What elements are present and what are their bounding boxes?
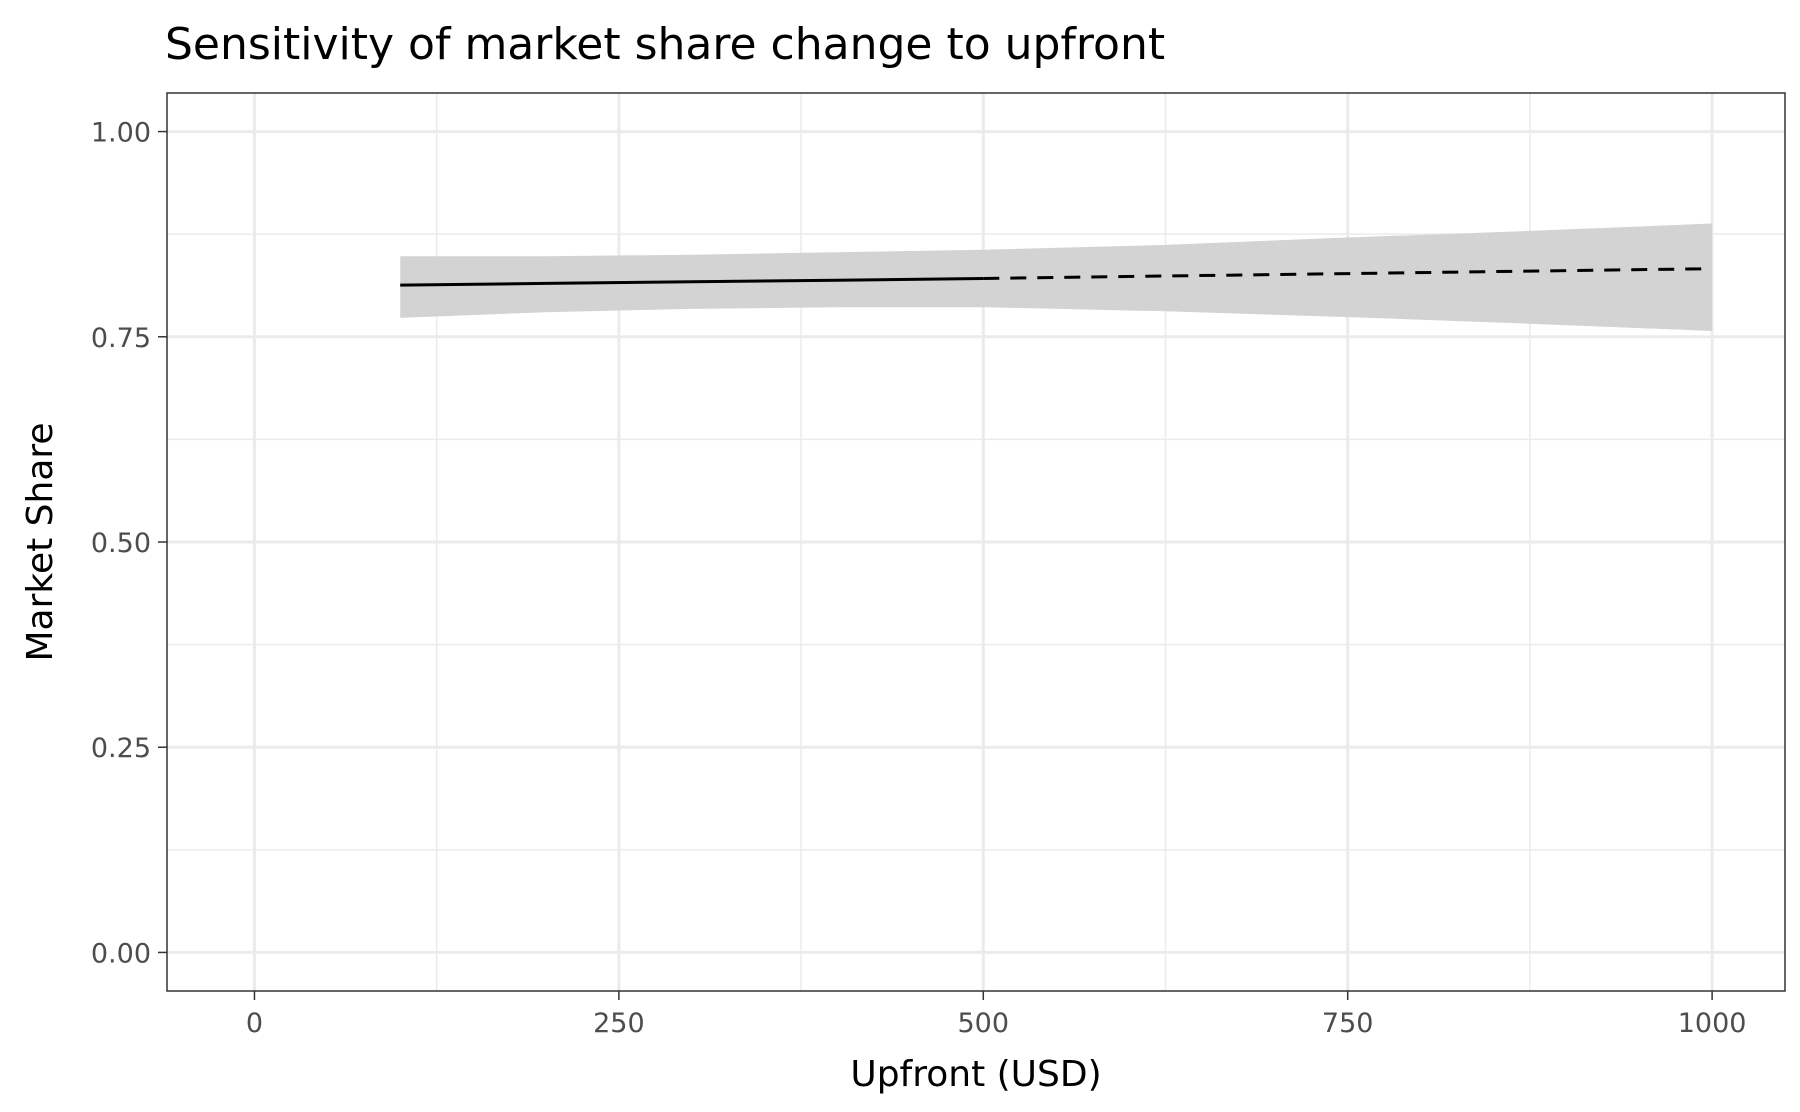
grid-major bbox=[167, 93, 1785, 991]
y-tick-label: 0.50 bbox=[91, 528, 151, 559]
y-tick-label: 0.25 bbox=[91, 733, 151, 764]
x-tick-label: 250 bbox=[593, 1008, 645, 1039]
series-line-solid bbox=[400, 277, 984, 287]
y-tick-label: 1.00 bbox=[91, 118, 151, 149]
x-tick-label: 0 bbox=[246, 1008, 263, 1039]
series-line-dashed bbox=[983, 267, 1713, 280]
x-tick-label: 500 bbox=[958, 1008, 1010, 1039]
y-axis-title: Market Share bbox=[20, 422, 61, 661]
y-tick-label: 0.00 bbox=[91, 938, 151, 969]
y-tick-label: 0.75 bbox=[91, 323, 151, 354]
chart-title: Sensitivity of market share change to up… bbox=[165, 19, 1165, 70]
confidence-band bbox=[400, 223, 1713, 331]
x-tick-label: 1000 bbox=[1678, 1008, 1747, 1039]
x-axis: 0 250 500 750 1000 bbox=[246, 991, 1747, 1039]
confidence-band-layer bbox=[400, 223, 1713, 331]
x-axis-title: Upfront (USD) bbox=[850, 1054, 1101, 1095]
y-axis: 0.00 0.25 0.50 0.75 1.00 bbox=[91, 118, 167, 969]
series-lines-layer bbox=[400, 267, 1713, 287]
x-tick-label: 750 bbox=[1322, 1008, 1374, 1039]
